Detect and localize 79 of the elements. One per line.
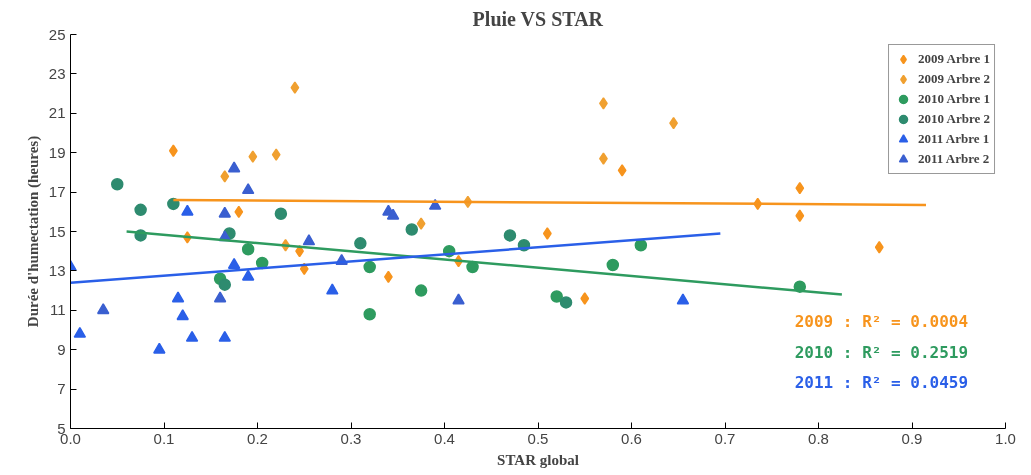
x-tick-label: 0.3: [340, 429, 362, 447]
point: [416, 217, 426, 230]
x-tick-label: 0.4: [434, 429, 455, 447]
point: [234, 205, 244, 219]
point: [176, 309, 189, 321]
point: [550, 290, 563, 303]
point: [326, 283, 339, 295]
x-tick-label: 0.1: [153, 429, 175, 447]
legend-label: 2011 Arbre 2: [918, 151, 990, 167]
point: [363, 308, 376, 321]
point: [241, 183, 255, 195]
y-tick-label: 25: [48, 25, 66, 43]
point: [795, 181, 805, 195]
chart-title: Pluie VS STAR: [472, 7, 604, 30]
x-tick-label: 0.8: [808, 429, 829, 447]
point: [218, 206, 232, 218]
y-tick-label: 15: [48, 222, 66, 240]
y-tick-label: 11: [49, 301, 66, 319]
legend-label: 2010 Arbre 1: [918, 91, 990, 107]
point: [405, 223, 419, 236]
legend-label: 2011 Arbre 1: [918, 131, 990, 147]
annotation: 2010 : R² = 0.2519: [794, 342, 969, 362]
point: [606, 258, 620, 272]
point: [274, 207, 288, 221]
x-axis-title: STAR global: [497, 451, 579, 468]
point: [227, 257, 241, 269]
y-axis-title: Durée d'humectation (heures): [24, 135, 42, 328]
point: [241, 269, 255, 281]
point: [96, 303, 110, 315]
point: [676, 293, 690, 305]
x-tick-label: 1.0: [995, 429, 1016, 447]
y-tick-label: 7: [57, 380, 66, 398]
point: [171, 291, 185, 303]
x-tick-label: 0.7: [714, 429, 736, 447]
point: [241, 242, 255, 256]
point: [580, 292, 590, 305]
annotation: 2011 : R² = 0.0459: [794, 373, 969, 393]
point: [414, 284, 428, 297]
point: [363, 260, 376, 274]
point: [218, 278, 232, 291]
point: [354, 237, 367, 250]
point: [153, 342, 166, 354]
point: [220, 170, 230, 183]
point: [542, 227, 552, 240]
y-tick-label: 9: [57, 340, 66, 358]
x-tick-label: 0.5: [527, 429, 549, 447]
point: [168, 144, 178, 157]
annotation: 2009 : R² = 0.0004: [794, 311, 969, 331]
point: [617, 164, 627, 177]
y-tick-label: 17: [48, 183, 66, 201]
point: [185, 330, 199, 342]
point: [111, 177, 124, 191]
point: [181, 204, 194, 216]
point: [503, 229, 517, 242]
y-tick-label: 13: [48, 261, 66, 279]
point: [134, 203, 147, 217]
point: [874, 241, 884, 254]
point: [248, 150, 258, 163]
x-tick-label: 0.2: [247, 429, 268, 447]
y-tick-label: 19: [48, 143, 66, 161]
point: [452, 293, 465, 305]
legend-label: 2009 Arbre 2: [918, 71, 990, 87]
point: [795, 209, 805, 222]
point: [386, 208, 400, 220]
point: [383, 270, 393, 284]
y-tick-label: 23: [48, 64, 66, 82]
legend-label: 2010 Arbre 2: [918, 111, 990, 127]
point: [213, 291, 227, 303]
point: [227, 161, 241, 173]
y-tick-label: 21: [48, 104, 66, 122]
x-tick-label: 0.6: [621, 429, 642, 447]
point: [271, 148, 281, 161]
point: [73, 326, 87, 338]
legend-label: 2009 Arbre 1: [918, 51, 990, 67]
point: [559, 296, 573, 309]
x-tick-label: 0.9: [901, 429, 923, 447]
point: [218, 330, 232, 342]
point: [290, 81, 300, 94]
point: [302, 234, 316, 246]
